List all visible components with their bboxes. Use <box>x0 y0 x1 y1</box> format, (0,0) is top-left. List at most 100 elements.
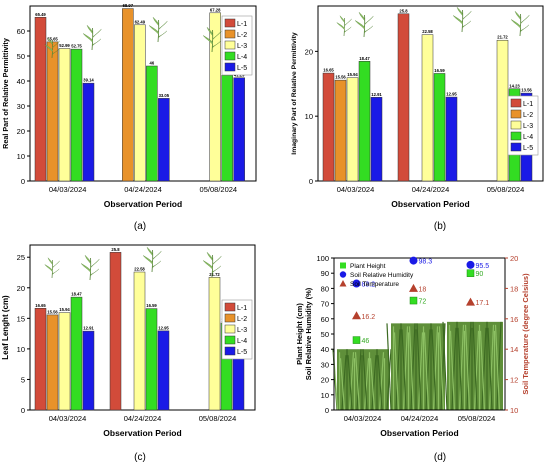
x-tick-label: 04/03/2024 <box>344 414 382 423</box>
photo-grass-blade <box>369 358 376 411</box>
bar-data-label: 21.72 <box>497 35 508 40</box>
photo-grass-blade <box>451 327 457 411</box>
plant-stem <box>519 13 522 37</box>
point-data-label: 90 <box>476 271 484 278</box>
bar <box>334 79 347 182</box>
field-photo <box>332 349 392 411</box>
photo-grass-blade <box>472 321 478 411</box>
plant-leaf <box>90 258 100 269</box>
x-tick-label: 04/24/2024 <box>124 414 162 423</box>
x-tick-label: 05/08/2024 <box>199 414 237 423</box>
plant-icon <box>203 27 222 53</box>
legend: L-1 L-2 L-3 L-4 L-5 <box>507 95 539 156</box>
point-data-label: 16.2 <box>362 314 376 321</box>
bar <box>109 252 122 411</box>
photo-grass-blade <box>432 326 439 411</box>
bar-data-label: 16.59 <box>434 68 445 73</box>
legend-label: Soil Temperature <box>350 281 399 288</box>
bar <box>146 65 158 182</box>
x-axis-title: Observation Period <box>380 428 458 438</box>
legend-label: L-5 <box>237 65 247 72</box>
legend-label: Plant Height <box>350 263 386 270</box>
y-tick-label: 10 <box>17 152 25 161</box>
legend-label: L-2 <box>237 32 247 39</box>
plant-leaf <box>52 40 60 49</box>
legend: L-1 L-2 L-3 L-4 L-5 <box>221 299 253 360</box>
bar <box>58 312 71 411</box>
photo-grass-blade <box>496 321 502 411</box>
bar-data-label: 25.8 <box>111 247 120 252</box>
y-tick-label: 0 <box>309 177 313 186</box>
photo-grass-blade <box>348 352 355 411</box>
bar-data-label: 22.58 <box>422 29 433 34</box>
photo-grass-blade <box>423 332 430 411</box>
plant-leaf <box>83 33 93 43</box>
bar <box>209 12 221 182</box>
legend-swatch <box>224 51 236 61</box>
photo-grass-blade <box>473 330 480 411</box>
bar <box>370 97 383 182</box>
bar <box>46 314 59 411</box>
legend-label: L-1 <box>237 21 247 28</box>
plant-stem <box>89 257 92 281</box>
bar <box>145 308 158 411</box>
plant-icon <box>149 17 168 43</box>
plant-leaf <box>339 15 345 23</box>
plant-leaf <box>212 255 222 266</box>
plant-leaf <box>143 255 153 265</box>
legend-swatch <box>224 40 236 50</box>
photo-grass-blade <box>440 323 446 411</box>
y-tick-label: 70 <box>321 300 329 309</box>
legend-label: L-5 <box>523 145 533 152</box>
plant-stem <box>343 17 345 37</box>
bar <box>82 82 95 182</box>
photo-grass-blade <box>363 358 370 411</box>
bar-data-label: 12.91 <box>371 92 382 97</box>
bar <box>34 308 47 411</box>
photo-grass-blade <box>431 329 437 411</box>
photo-grass-blade <box>339 358 346 411</box>
y-axis-title: Real Part of Relative Permittivity <box>1 38 10 149</box>
bar <box>58 48 71 182</box>
plant-stem <box>91 27 94 51</box>
bar-data-label: 67.28 <box>210 7 221 12</box>
bar <box>157 330 170 411</box>
legend-label: Soil Relative Humidity <box>350 272 414 279</box>
y-tick-label: 20 <box>17 284 25 293</box>
plant-leaf <box>520 14 530 25</box>
plant-leaf <box>84 255 91 264</box>
y2-tick-label: 12 <box>510 376 518 385</box>
bar-data-label: 52.99 <box>59 43 70 48</box>
y-tick-label: 20 <box>305 47 313 56</box>
y-tick-label: 10 <box>17 345 25 354</box>
plant-leaf <box>52 268 60 275</box>
legend: Plant Height Soil Relative Humidity Soil T… <box>339 262 414 288</box>
legend-swatch <box>224 335 236 345</box>
point-data-label: 83.2 <box>362 282 376 289</box>
y2-tick-label: 20 <box>510 254 518 263</box>
y-tick-label: 60 <box>17 27 25 36</box>
legend-label: L-1 <box>237 305 247 312</box>
plant-leaf <box>203 35 213 45</box>
bar <box>433 73 446 182</box>
legend-swatch <box>510 142 522 152</box>
legend-swatch <box>510 120 522 130</box>
plant-icon <box>336 15 352 37</box>
legend-label: L-2 <box>523 112 533 119</box>
legend-marker <box>339 280 347 287</box>
bar <box>134 24 146 182</box>
plant-icon <box>143 247 162 273</box>
plant-icon <box>511 11 530 37</box>
y2-tick-label: 10 <box>510 406 518 415</box>
photo-grass-blade <box>466 321 472 411</box>
y-axis-title-line1: Plant Height (cm) <box>295 303 304 365</box>
y-tick-label: 30 <box>17 102 25 111</box>
legend-swatch <box>224 302 236 312</box>
bar-data-label: 15.94 <box>347 72 358 77</box>
bar <box>445 96 458 182</box>
bar <box>133 271 146 411</box>
y-tick-label: 50 <box>321 330 329 339</box>
plant-leaf <box>158 20 168 31</box>
legend-label: L-2 <box>237 316 247 323</box>
